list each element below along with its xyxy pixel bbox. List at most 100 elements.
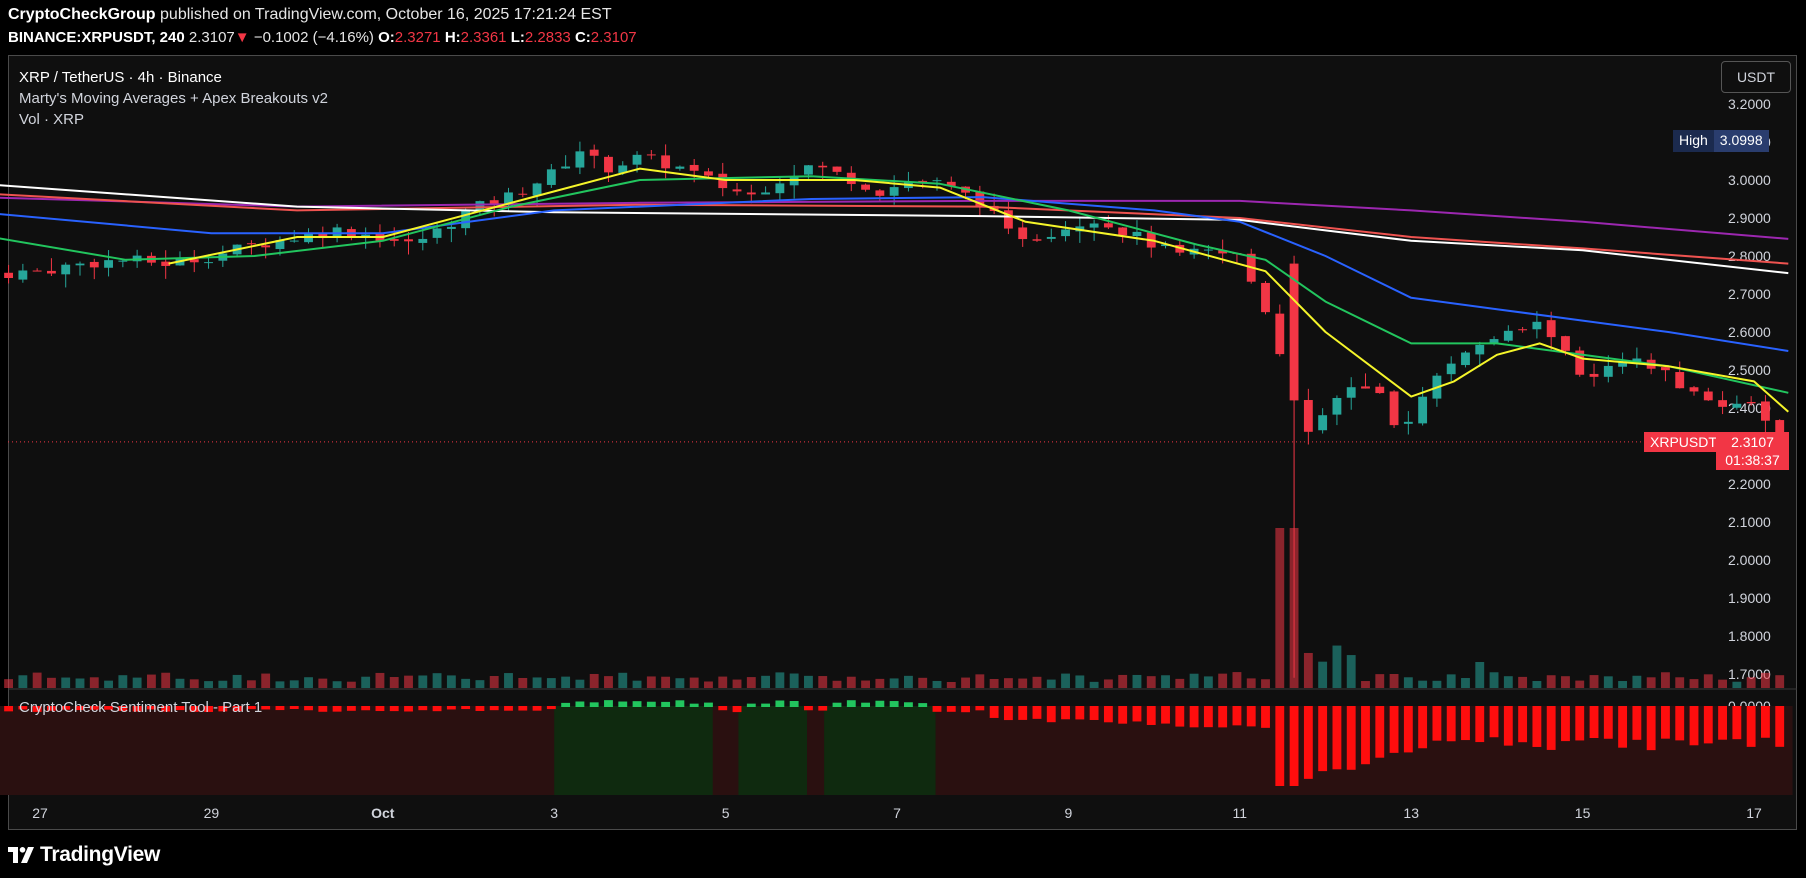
candle-body (1461, 352, 1470, 366)
volume-bar (475, 680, 485, 688)
candle-body (646, 154, 656, 156)
sentiment-bar (1661, 706, 1670, 739)
candle-body (404, 239, 413, 242)
high-tag-value: 3.0998 (1713, 130, 1769, 152)
volume-bar (1061, 673, 1070, 688)
volume-bar (589, 673, 599, 688)
publication-info: CryptoCheckGroup published on TradingVie… (8, 6, 612, 24)
candle-body (1089, 223, 1099, 228)
price-axis-tick: 1.8000 (1728, 628, 1771, 644)
candle-body (818, 165, 828, 168)
time-axis-tick: 7 (893, 805, 901, 821)
candle-body (775, 183, 785, 194)
volume-bar (903, 675, 913, 688)
candle-body (1418, 396, 1428, 424)
candle-body (875, 190, 885, 196)
sentiment-bar (1146, 706, 1156, 725)
sentiment-bar (1403, 706, 1413, 753)
volume-bar (1103, 679, 1113, 688)
sentiment-bar (532, 706, 542, 711)
volume-bar (561, 676, 571, 688)
candle-body (1703, 391, 1713, 401)
legend-indicator[interactable]: Marty's Moving Averages + Apex Breakouts… (19, 90, 328, 107)
volume-bar (389, 677, 399, 688)
volume-bar (1303, 652, 1313, 688)
candle-body (132, 255, 142, 262)
candle-body (546, 169, 556, 185)
candle-body (1203, 249, 1213, 251)
candle-body (1361, 386, 1370, 389)
candle-body (1118, 227, 1128, 236)
sentiment-bar (418, 706, 428, 711)
candle-body (661, 155, 671, 169)
sentiment-bar (504, 706, 513, 711)
close-value: 2.3107 (590, 29, 637, 46)
volume-bar (1446, 674, 1456, 688)
sentiment-bar (146, 706, 156, 710)
sentiment-bar (304, 706, 313, 711)
candle-body (489, 200, 499, 205)
price-axis-tick: 1.7000 (1728, 666, 1771, 682)
volume-bar (1389, 674, 1399, 688)
volume-bar (918, 677, 928, 688)
sentiment-bar (475, 706, 485, 711)
sentiment-bar (375, 706, 385, 712)
candle-body (1561, 336, 1570, 351)
candle-body (1375, 386, 1385, 394)
volume-bar (761, 675, 771, 688)
tradingview-logo[interactable]: TradingView (8, 843, 160, 867)
volume-bar (689, 677, 699, 688)
candle-body (746, 192, 756, 195)
candle-body (1161, 244, 1170, 247)
candle-body (1303, 400, 1313, 432)
volume-bar (1189, 673, 1199, 688)
volume-bar (1432, 680, 1442, 688)
sentiment-bar (618, 701, 628, 707)
sentiment-bar (1561, 706, 1570, 742)
time-axis-tick: 17 (1746, 805, 1762, 821)
volume-bar (804, 675, 813, 688)
price-axis-tick: 2.6000 (1728, 324, 1771, 340)
candle-body (918, 180, 928, 182)
sentiment-bar (704, 702, 713, 707)
sentiment-label[interactable]: CryptoCheck Sentiment Tool - Part 1 (19, 699, 263, 716)
currency-button[interactable]: USDT (1721, 61, 1791, 93)
volume-bar (218, 680, 228, 688)
sentiment-bar (889, 701, 899, 707)
sentiment-bar (1546, 706, 1556, 750)
time-axis-tick: 9 (1065, 805, 1073, 821)
sentiment-bar (1689, 706, 1699, 746)
sentiment-bar (104, 706, 113, 710)
volume-bar (932, 680, 942, 688)
close-label: C: (574, 29, 591, 46)
candle-body (104, 260, 113, 268)
sentiment-bar (75, 706, 85, 711)
volume-bar (989, 678, 999, 688)
volume-bar (332, 681, 342, 688)
chart-legend: XRP / TetherUS · 4h · Binance Marty's Mo… (19, 67, 328, 130)
candle-body (1475, 344, 1485, 355)
sentiment-bar (832, 702, 842, 707)
candle-body (4, 272, 14, 278)
sentiment-bar (718, 706, 728, 711)
legend-title[interactable]: XRP / TetherUS · 4h · Binance (19, 69, 222, 86)
sentiment-bar (61, 706, 71, 710)
time-axis-tick: 13 (1403, 805, 1419, 821)
price-axis-tick: 3.0000 (1728, 172, 1771, 188)
author-name[interactable]: CryptoCheckGroup (8, 6, 156, 23)
candle-body (675, 166, 685, 169)
sentiment-bar (1503, 706, 1513, 746)
candle-body (1489, 339, 1499, 344)
sentiment-bar (1318, 706, 1328, 772)
sentiment-bar (175, 706, 185, 711)
candle-body (46, 270, 56, 274)
volume-bar (1018, 678, 1028, 688)
volume-bar (304, 677, 313, 688)
candle-body (261, 245, 271, 248)
candle-body (861, 184, 871, 190)
sentiment-bar (1475, 706, 1485, 743)
candle-body (1518, 329, 1528, 331)
candle-body (1003, 210, 1013, 229)
legend-volume[interactable]: Vol · XRP (19, 111, 85, 128)
